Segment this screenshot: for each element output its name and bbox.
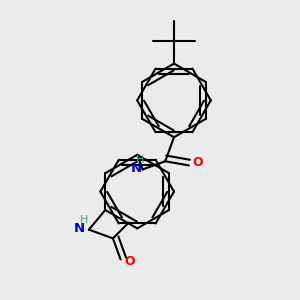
Text: H: H <box>136 155 144 165</box>
Text: O: O <box>125 254 135 268</box>
Text: O: O <box>193 156 203 170</box>
Text: H: H <box>80 215 88 225</box>
Text: N: N <box>131 162 142 175</box>
Text: N: N <box>74 222 85 235</box>
